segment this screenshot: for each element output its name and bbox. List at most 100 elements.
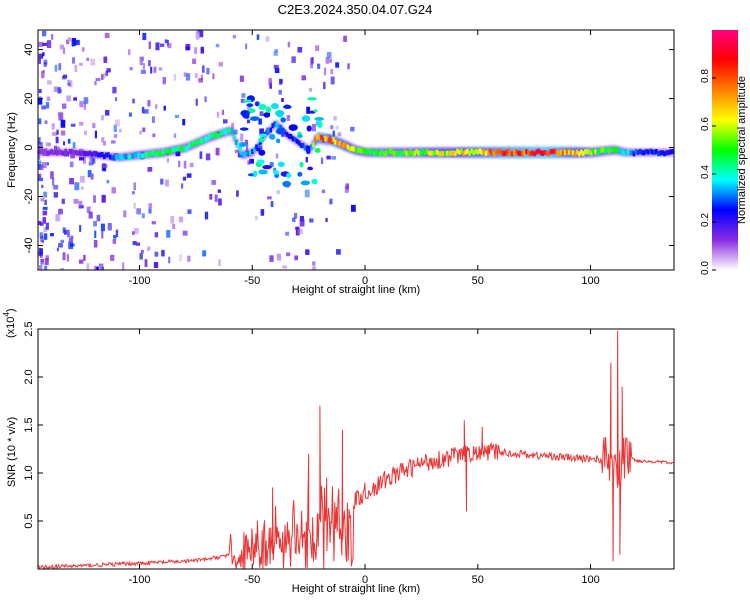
blob-cell (277, 161, 285, 168)
noise-cell (260, 209, 265, 216)
ridge-cell (415, 148, 419, 154)
ridge-cell (632, 151, 636, 157)
snr-multiplier-exp: 4 (2, 312, 11, 317)
spectrogram-frame (37, 29, 675, 271)
ridge-cell (492, 151, 496, 157)
noise-cell (310, 57, 314, 65)
ridge-cell (163, 149, 167, 155)
ridge-cell (348, 146, 352, 152)
ridge-cell (320, 134, 323, 140)
ridge-cell (123, 153, 126, 159)
ridge-cell (125, 154, 128, 160)
noise-cell (69, 80, 73, 88)
ridge-cell (204, 136, 208, 142)
ridge-cell (58, 149, 61, 155)
ridge-cell (109, 154, 112, 160)
noise-cell (54, 64, 58, 72)
noise-cell (104, 32, 110, 39)
noise-cell (60, 268, 64, 270)
noise-cell (113, 235, 117, 239)
noise-cell (312, 266, 316, 270)
ridge-cell (80, 150, 84, 156)
ridge-cell (173, 147, 177, 153)
ridge-cell (297, 140, 301, 146)
blob-cell (259, 133, 268, 138)
noise-cell (86, 263, 90, 270)
blob-cell (307, 97, 317, 101)
ridge-cell (98, 152, 102, 158)
blob-cell (275, 110, 285, 117)
noise-cell (43, 227, 48, 232)
ridge-cell (326, 135, 329, 141)
snr-plot-area (38, 329, 674, 569)
ridge-cell (634, 148, 638, 154)
ridge-cell (575, 149, 579, 155)
ridge-cell (141, 153, 145, 159)
noise-cell (217, 189, 221, 193)
noise-cell (45, 222, 49, 230)
blob-cell (282, 180, 292, 188)
noise-cell (320, 157, 324, 165)
noise-cell (297, 47, 303, 53)
noise-cell (83, 97, 89, 104)
noise-cell (259, 111, 264, 117)
blob-cell (258, 137, 265, 143)
noise-cell (88, 161, 94, 166)
noise-cell (38, 57, 42, 64)
ridge-cell (584, 149, 587, 155)
noise-cell (166, 158, 169, 163)
ridge-cell (186, 145, 189, 151)
ridge-cell (646, 149, 650, 155)
noise-cell (119, 128, 122, 133)
ridge-cell (547, 151, 551, 157)
noise-cell (274, 49, 278, 53)
ridge-cell (445, 150, 449, 156)
colorbar-tick-label: 0.2 (700, 213, 711, 227)
ridge-cell (220, 129, 224, 135)
ridge-cell (616, 146, 620, 152)
ridge-cell (596, 150, 599, 156)
ridge-cell (113, 155, 116, 161)
noise-cell (93, 195, 96, 203)
ridge-cell (68, 148, 72, 154)
ridge-cell (667, 150, 670, 156)
noise-cell (112, 86, 117, 94)
noise-cell (142, 32, 147, 41)
noise-cell (276, 190, 280, 195)
noise-cell (113, 134, 118, 138)
noise-cell (133, 202, 136, 209)
ridge-cell (405, 150, 408, 156)
y-tick-label: 1.0 (23, 465, 35, 480)
noise-cell (123, 210, 127, 218)
ridge-cell (38, 149, 41, 155)
colorbar-ticks: 0.0 0.2 0.4 0.6 0.8 (700, 69, 716, 275)
noise-cell (286, 115, 291, 121)
noise-cell (44, 199, 47, 206)
ridge-cell (370, 148, 374, 154)
noise-cell (148, 203, 153, 209)
blob-cell (301, 115, 311, 122)
ridge-cell (448, 150, 451, 156)
ridge-cell (551, 149, 555, 155)
ridge-cell (271, 123, 275, 129)
noise-cell (69, 161, 74, 168)
noise-cell (182, 118, 186, 126)
noise-cell (269, 255, 274, 262)
ridge-cell (330, 138, 333, 144)
noise-cell (192, 58, 197, 65)
noise-cell (44, 258, 49, 265)
noise-cell (297, 229, 303, 234)
ridge-cell (374, 149, 378, 155)
noise-cell (153, 262, 159, 269)
ridge-cell (450, 150, 453, 156)
noise-cell (74, 64, 78, 73)
noise-cell (38, 142, 43, 149)
noise-cell (335, 62, 340, 68)
blob-cell (288, 124, 298, 131)
snr-x-axis-label: Height of straight line (km) (292, 583, 420, 595)
noise-cell (274, 68, 280, 74)
noise-cell (194, 73, 198, 78)
ridge-cell (626, 149, 630, 155)
ridge-cell (577, 151, 581, 157)
ridge-cell (648, 148, 652, 154)
